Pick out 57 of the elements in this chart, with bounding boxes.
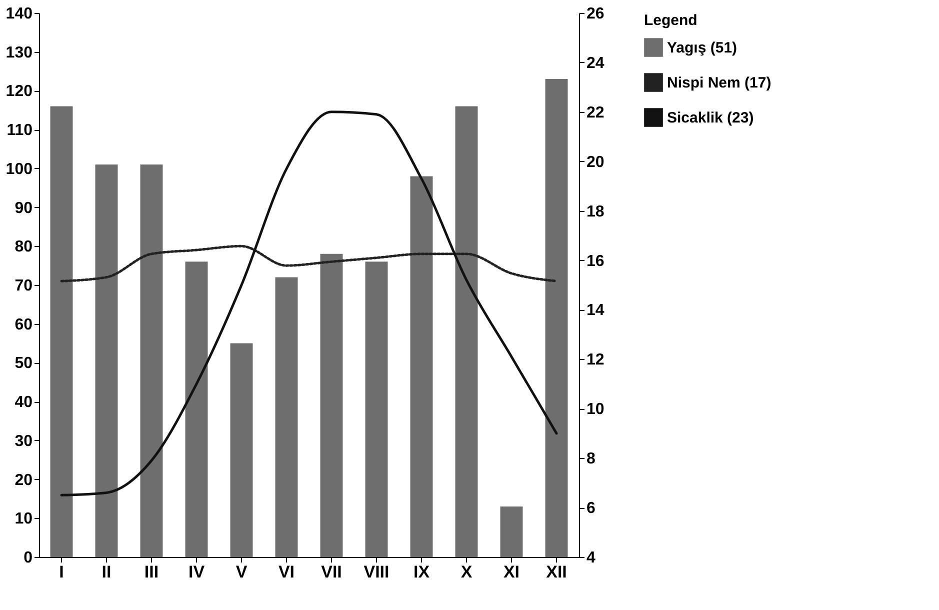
- y-tick-label: 50: [14, 355, 33, 372]
- y-tick-label: 70: [14, 278, 33, 294]
- bar: [365, 262, 388, 557]
- legend-label: Yagış (51): [667, 40, 738, 56]
- legend-label: Nispi Nem (17): [667, 74, 772, 92]
- x-tick-label: XII: [546, 562, 567, 582]
- y2-tick-label: 8: [586, 450, 596, 468]
- y-tick-label: 140: [6, 6, 33, 22]
- y2-tick-label: 16: [586, 252, 604, 270]
- bar: [500, 506, 523, 557]
- bar: [455, 106, 478, 557]
- bar: [230, 343, 253, 557]
- bar: [410, 176, 433, 557]
- legend-label: Sicaklik (23): [667, 110, 754, 126]
- y-tick-label: 10: [14, 510, 33, 528]
- bar: [320, 254, 343, 557]
- y2-tick-label: 24: [586, 54, 604, 72]
- line-series: [60, 244, 558, 282]
- y2-tick-label: 4: [586, 550, 596, 566]
- x-tick-label: III: [144, 562, 159, 582]
- y-tick-label: 90: [14, 200, 33, 217]
- y-tick-label: 80: [14, 238, 33, 256]
- bar: [545, 79, 568, 557]
- legend-title: Legend: [644, 12, 698, 29]
- y2-tick-label: 6: [586, 500, 596, 518]
- line-series: [60, 110, 558, 496]
- y2-tick-label: 12: [586, 352, 604, 369]
- y2-tick-label: 20: [586, 154, 604, 171]
- bar: [275, 277, 298, 557]
- y2-tick-label: 18: [586, 203, 604, 220]
- y2-tick-label: 10: [586, 401, 604, 418]
- y2-tick-label: 26: [586, 6, 604, 22]
- y-tick-label: 40: [14, 394, 33, 412]
- x-tick-label: VIII: [364, 562, 390, 582]
- y-tick-label: 130: [6, 44, 33, 62]
- x-tick-label: IX: [413, 562, 430, 582]
- bar: [140, 164, 163, 557]
- y-tick-label: 110: [6, 122, 33, 140]
- x-tick-label: X: [460, 562, 473, 582]
- y-tick-label: 60: [14, 316, 33, 334]
- x-tick-label: V: [236, 562, 248, 582]
- x-tick-label: I: [59, 562, 64, 582]
- x-tick-label: IV: [188, 562, 206, 582]
- x-tick-label: II: [102, 562, 112, 582]
- y-tick-label: 0: [24, 550, 33, 566]
- y2-tick-label: 22: [586, 104, 604, 122]
- y-tick-label: 100: [6, 160, 33, 178]
- x-tick-label: VII: [321, 562, 342, 582]
- bar: [185, 262, 208, 557]
- bar: [50, 106, 73, 557]
- x-tick-label: VI: [278, 562, 295, 582]
- y-tick-label: 120: [6, 83, 33, 100]
- y-tick-label: 20: [14, 472, 33, 489]
- y2-tick-label: 14: [586, 302, 604, 320]
- y-tick-label: 30: [14, 432, 33, 450]
- x-tick-label: XI: [503, 562, 520, 582]
- bar: [95, 164, 118, 557]
